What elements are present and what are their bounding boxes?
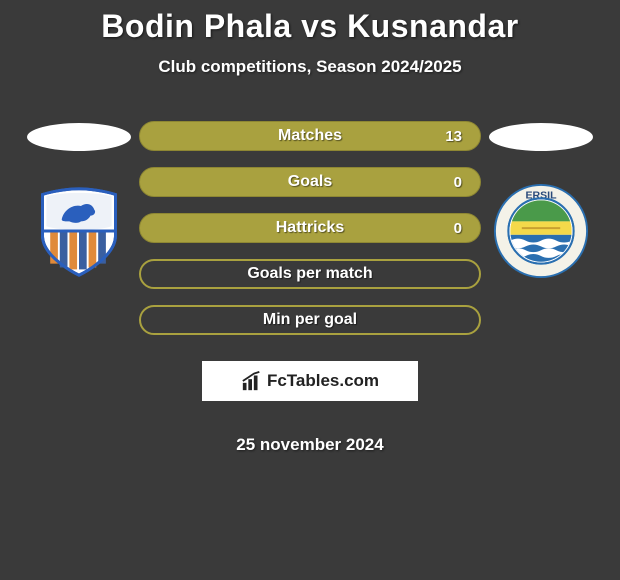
stat-bar-goals-per-match: Goals per match bbox=[139, 259, 481, 289]
right-player-silhouette bbox=[489, 123, 593, 151]
stat-bar-matches: Matches 13 bbox=[139, 121, 481, 151]
left-club-badge-icon bbox=[31, 183, 127, 279]
left-player-column bbox=[19, 121, 139, 279]
stat-label: Hattricks bbox=[276, 219, 344, 237]
stat-label: Goals per match bbox=[247, 265, 372, 283]
right-club-badge: ERSIL 1933 bbox=[493, 183, 589, 279]
page-title: Bodin Phala vs Kusnandar bbox=[0, 8, 620, 45]
stat-label: Goals bbox=[288, 173, 332, 191]
brand-box: FcTables.com bbox=[202, 361, 418, 401]
stat-bar-min-per-goal: Min per goal bbox=[139, 305, 481, 335]
stat-bar-hattricks: Hattricks 0 bbox=[139, 213, 481, 243]
stat-label: Min per goal bbox=[263, 311, 357, 329]
right-club-badge-icon: ERSIL 1933 bbox=[493, 183, 589, 279]
stats-column: Matches 13 Goals 0 Hattricks 0 Goals per… bbox=[139, 121, 481, 455]
date-text: 25 november 2024 bbox=[236, 435, 383, 455]
stat-label: Matches bbox=[278, 127, 342, 145]
stat-value: 0 bbox=[454, 220, 462, 237]
subtitle: Club competitions, Season 2024/2025 bbox=[0, 57, 620, 77]
stat-value: 13 bbox=[445, 128, 462, 145]
content-row: Matches 13 Goals 0 Hattricks 0 Goals per… bbox=[0, 121, 620, 455]
stat-value: 0 bbox=[454, 174, 462, 191]
chart-icon bbox=[241, 370, 263, 392]
stat-bar-goals: Goals 0 bbox=[139, 167, 481, 197]
comparison-card: Bodin Phala vs Kusnandar Club competitio… bbox=[0, 0, 620, 455]
left-player-silhouette bbox=[27, 123, 131, 151]
right-player-column: ERSIL 1933 bbox=[481, 121, 601, 279]
brand-text: FcTables.com bbox=[267, 371, 379, 391]
left-club-badge bbox=[31, 183, 127, 279]
